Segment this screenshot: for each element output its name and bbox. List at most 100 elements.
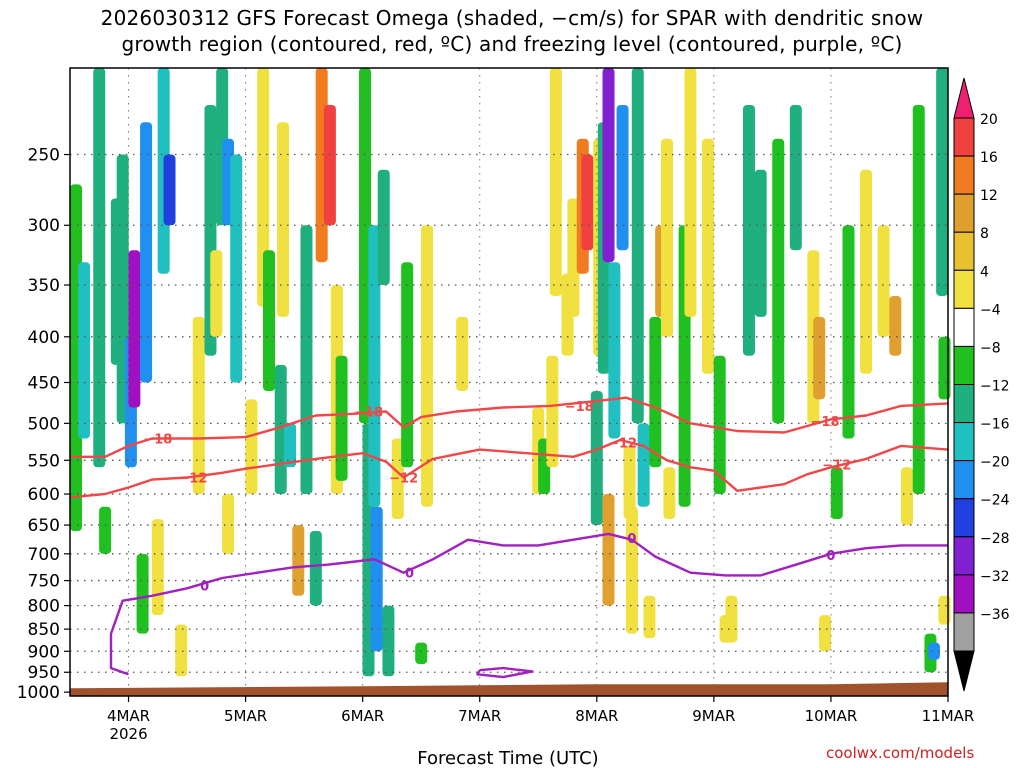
y-tick-label-600: 600 xyxy=(28,485,60,505)
colorbar-label-8: −16 xyxy=(980,417,1010,433)
colorbar: 20 16 12 8 4 −4 −8 −12 −16 −20 −24 −28 −32 −36 xyxy=(953,77,1010,692)
y-tick-label-500: 500 xyxy=(28,414,60,434)
omega-cell-16 xyxy=(210,250,223,337)
colorbar-label-3: 8 xyxy=(980,226,989,242)
contours: −18 −18 −18 −18 −12 −12 −12 −12 0 0 0 0 xyxy=(69,396,949,679)
omega-cell-72 xyxy=(713,355,726,495)
omega-cell-86 xyxy=(889,295,902,356)
axes: 2503003504004505005506006507007508008509… xyxy=(17,67,974,743)
omega-cell-77 xyxy=(772,138,785,424)
y-tick-label-750: 750 xyxy=(28,572,60,592)
colorbar-label-9: −20 xyxy=(980,455,1010,471)
omega-cell-71 xyxy=(702,138,715,374)
y-tick-label-950: 950 xyxy=(28,663,60,683)
contour-label-2-3: 0 xyxy=(826,549,835,564)
omega-cell-68 xyxy=(663,467,676,520)
omega-cell-80 xyxy=(813,316,826,400)
y-tick-label-400: 400 xyxy=(28,328,60,348)
y-tick-label-700: 700 xyxy=(28,545,60,565)
omega-cell-36 xyxy=(368,225,381,507)
omega-cell-91 xyxy=(936,68,949,296)
omega-cell-28 xyxy=(300,225,313,495)
colorbar-label-0: 20 xyxy=(980,112,998,128)
colorbar-box-0 xyxy=(953,117,975,157)
colorbar-label-13: −36 xyxy=(980,607,1010,623)
omega-cell-25 xyxy=(274,364,287,495)
colorbar-box-1 xyxy=(953,155,975,195)
contour-label-1-0: −12 xyxy=(178,472,207,487)
y-tick-label-450: 450 xyxy=(28,373,60,393)
omega-cell-81 xyxy=(819,615,832,652)
omega-cell-70 xyxy=(684,68,697,317)
contour-label-0-0: −18 xyxy=(143,433,172,448)
colorbar-label-1: 16 xyxy=(980,150,998,166)
omega-cell-85 xyxy=(877,225,890,337)
omega-cell-26 xyxy=(284,423,297,468)
omega-cell-18 xyxy=(222,494,235,554)
omega-cell-90 xyxy=(927,642,940,660)
colorbar-box-3 xyxy=(953,231,975,271)
y-tick-label-350: 350 xyxy=(28,276,60,296)
omega-cell-43 xyxy=(415,642,428,664)
omega-cell-59 xyxy=(616,104,629,251)
colorbar-label-11: −28 xyxy=(980,531,1010,547)
x-tick-label-7MAR: 7MAR xyxy=(458,707,501,725)
omega-cell-8 xyxy=(140,122,153,383)
omega-cell-56 xyxy=(602,68,615,263)
colorbar-box-8 xyxy=(953,422,975,462)
omega-cell-3 xyxy=(99,506,112,554)
omega-cell-54 xyxy=(590,391,603,526)
omega-cell-12 xyxy=(163,154,176,226)
omega-cell-37 xyxy=(370,506,383,652)
omega-cell-7 xyxy=(128,250,141,408)
colorbar-box-7 xyxy=(953,384,975,424)
omega-cell-39 xyxy=(382,605,395,677)
x-tick-label-9MAR: 9MAR xyxy=(692,707,735,725)
omega-cell-44 xyxy=(456,316,469,392)
omega-cell-20 xyxy=(230,154,243,383)
contour-2 xyxy=(109,532,948,676)
omega-cell-74 xyxy=(725,595,738,643)
contour-label-1-2: −12 xyxy=(608,436,637,451)
omega-cell-42 xyxy=(421,225,434,507)
contour-0 xyxy=(70,396,949,458)
contour-label-2-1: 0 xyxy=(405,567,414,582)
omega-cell-65 xyxy=(649,316,662,468)
omega-cell-84 xyxy=(860,169,873,374)
omega-cell-10 xyxy=(151,519,164,616)
y-tick-label-850: 850 xyxy=(28,620,60,640)
omega-cell-52 xyxy=(581,154,594,251)
omega-cell-48 xyxy=(546,355,559,468)
omega-cell-60 xyxy=(623,445,636,520)
omega-cell-62 xyxy=(631,68,644,424)
colorbar-label-4: 4 xyxy=(980,264,989,280)
contour-label-0-2: −18 xyxy=(565,400,594,415)
x-tick-label-4MAR: 4MAR xyxy=(107,707,150,725)
y-tick-label-650: 650 xyxy=(28,516,60,536)
omega-cell-40 xyxy=(391,438,404,520)
omega-cell-83 xyxy=(842,225,855,439)
omega-cell-21 xyxy=(245,399,258,495)
omega-cell-31 xyxy=(323,104,336,226)
omega-cell-2 xyxy=(93,68,106,468)
colorbar-box-4 xyxy=(953,269,975,309)
omega-cell-23 xyxy=(263,250,276,392)
omega-cell-64 xyxy=(643,595,656,639)
x-axis-label: Forecast Time (UTC) xyxy=(417,748,598,768)
x-tick-label-10MAR: 10MAR xyxy=(805,707,858,725)
y-tick-label-550: 550 xyxy=(28,451,60,471)
x-tick-label-8MAR: 8MAR xyxy=(575,707,618,725)
credit-text[interactable]: coolwx.com/models xyxy=(826,744,975,762)
colorbar-box-5 xyxy=(953,307,975,347)
colorbar-box-9 xyxy=(953,460,975,500)
colorbar-label-10: −24 xyxy=(980,493,1010,509)
omega-cell-78 xyxy=(789,104,802,251)
y-tick-label-300: 300 xyxy=(28,216,60,236)
y-tick-label-900: 900 xyxy=(28,642,60,662)
omega-cell-34 xyxy=(359,68,372,424)
omega-cell-67 xyxy=(661,138,674,337)
chart-title-line-1: 2026030312 GFS Forecast Omega (shaded, −… xyxy=(100,6,924,30)
omega-cell-82 xyxy=(830,467,843,520)
colorbar-box-13 xyxy=(953,612,975,652)
